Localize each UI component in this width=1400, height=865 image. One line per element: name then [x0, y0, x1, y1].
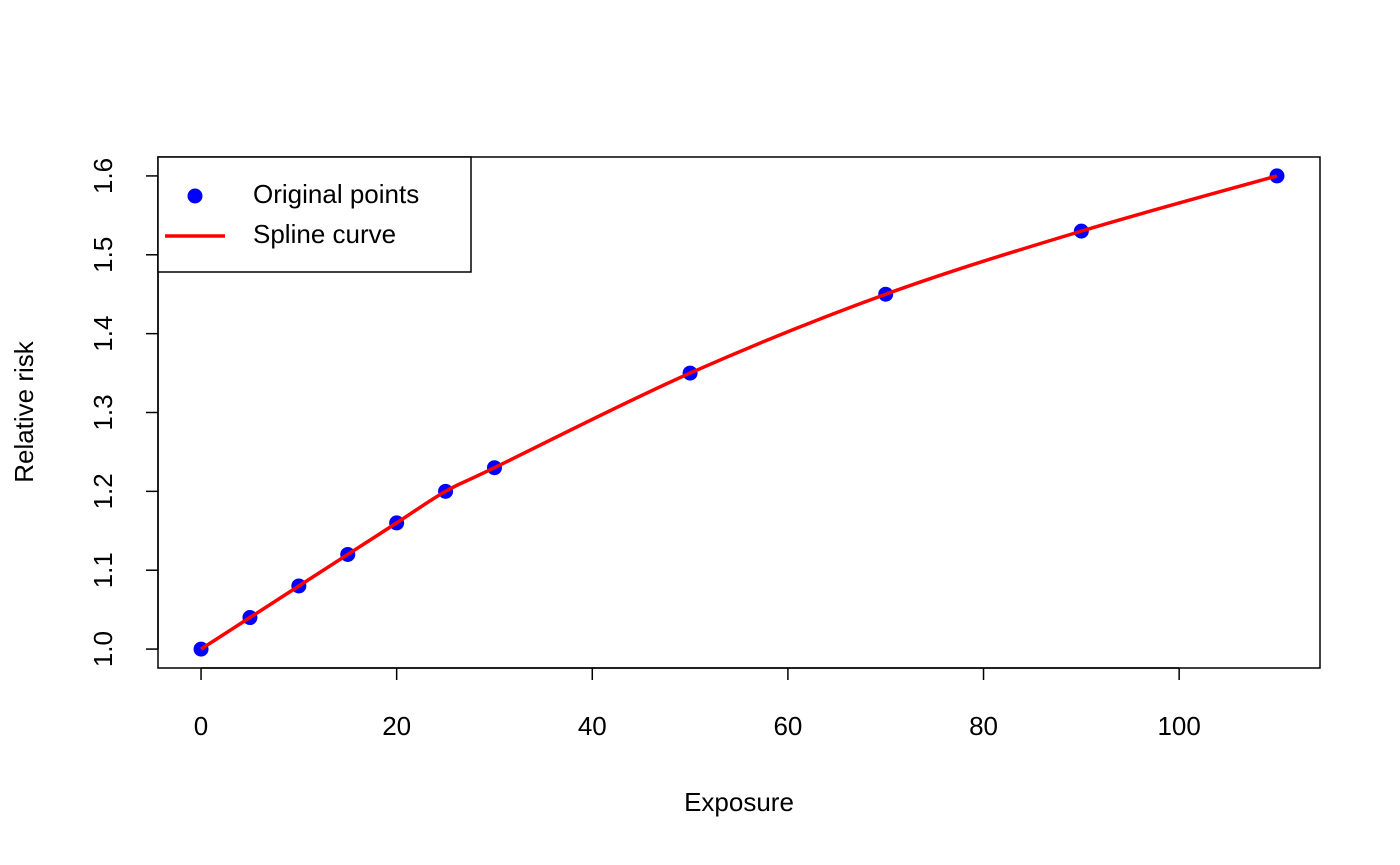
x-tick-label: 60 — [773, 711, 802, 741]
legend-box — [157, 156, 472, 273]
x-tick-label: 40 — [578, 711, 607, 741]
line — [200, 174, 1278, 651]
x-tick-label: 20 — [382, 711, 411, 741]
x-tick-label: 80 — [969, 711, 998, 741]
x-axis-label: Exposure — [684, 787, 794, 817]
x-tick-label: 0 — [194, 711, 208, 741]
legend: Original points Spline curve — [157, 156, 472, 273]
y-tick-label: 1.3 — [88, 394, 118, 430]
y-tick-label: 1.4 — [88, 316, 118, 352]
y-tick-label: 1.0 — [88, 631, 118, 667]
x-tick-label: 100 — [1157, 711, 1200, 741]
legend-label: Original points — [253, 179, 419, 209]
legend-label: Spline curve — [253, 219, 396, 249]
y-axis-label: Relative risk — [9, 340, 39, 483]
y-tick-label: 1.2 — [88, 473, 118, 509]
y-tick-label: 1.5 — [88, 237, 118, 273]
y-tick-label: 1.6 — [88, 158, 118, 194]
legend-marker — [187, 188, 203, 204]
y-tick-label: 1.1 — [88, 552, 118, 588]
